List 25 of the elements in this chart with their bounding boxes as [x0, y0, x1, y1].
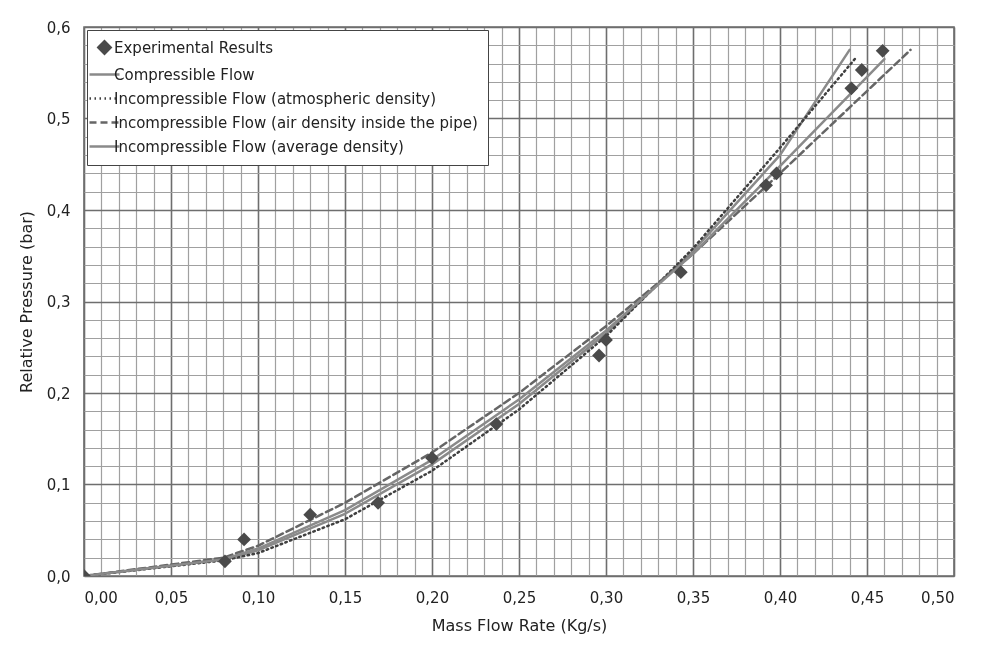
x-tick-label: 0,45 [850, 588, 885, 607]
x-tick-label: 0,40 [763, 588, 798, 607]
x-axis-title: Mass Flow Rate (Kg/s) [431, 615, 608, 635]
x-tick-label: 0,30 [589, 588, 624, 607]
x-tick-label: 0,10 [241, 588, 276, 607]
y-tick-label: 0,0 [46, 567, 71, 586]
x-tick-label: 0,25 [502, 588, 537, 607]
y-tick-label: 0,4 [46, 201, 71, 220]
legend-label: Incompressible Flow (average density) [114, 137, 404, 156]
y-axis-title: Relative Pressure (bar) [16, 210, 36, 394]
x-tick-label: 0,20 [415, 588, 450, 607]
legend-label: Compressible Flow [114, 65, 255, 84]
x-tick-label: 0,50 [921, 588, 955, 607]
y-tick-label: 0,6 [46, 18, 71, 37]
y-tick-label: 0,2 [46, 384, 71, 403]
y-tick-label: 0,1 [46, 476, 71, 494]
x-tick-label: 0,05 [154, 588, 189, 607]
y-tick-label: 0,3 [46, 293, 71, 311]
legend-label: Incompressible Flow (air density inside the pipe) [114, 113, 478, 132]
legend-label: Incompressible Flow (atmospheric density) [114, 89, 437, 108]
legend-label: Experimental Results [114, 38, 274, 57]
x-tick-label: 0,15 [328, 588, 363, 607]
x-tick-label: 0,00 [84, 588, 118, 607]
y-tick-label: 0,5 [46, 110, 71, 128]
x-tick-label: 0,35 [676, 588, 711, 607]
